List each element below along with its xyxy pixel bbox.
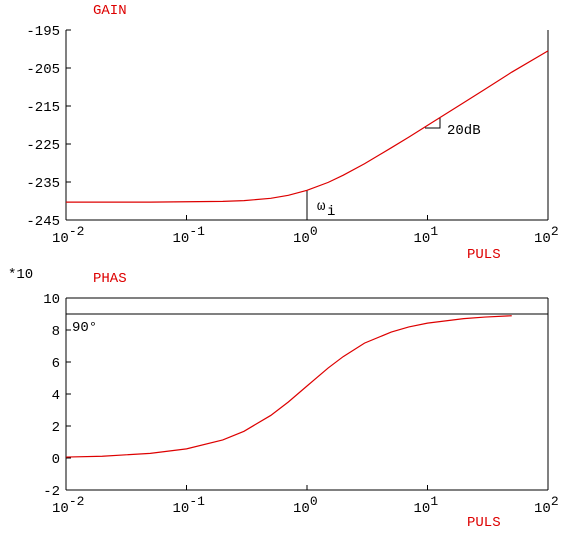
x-tick-label: 10-2 — [52, 494, 84, 517]
y-tick-label: -205 — [26, 62, 60, 78]
chart-title: GAIN — [93, 3, 127, 19]
curve — [65, 315, 512, 458]
marker-label: ω — [317, 199, 326, 215]
x-tick-label: 102 — [534, 494, 559, 517]
y-tick-label: 10 — [43, 292, 60, 308]
y-tick-label: 4 — [52, 388, 60, 404]
x-axis-label: PULS — [467, 247, 501, 263]
y-tick-label: -235 — [26, 176, 60, 192]
y-tick-label: -245 — [26, 214, 60, 230]
curve — [66, 50, 549, 203]
y-tick-label: 2 — [52, 420, 60, 436]
y-multiplier: *10 — [8, 267, 33, 283]
chart-title: PHAS — [93, 271, 127, 287]
y-tick-label: -2 — [43, 484, 60, 500]
marker-subscript: i — [327, 204, 335, 220]
y-tick-label: -225 — [26, 138, 60, 154]
x-tick-label: 10-1 — [173, 224, 206, 247]
x-tick-label: 10-2 — [52, 224, 84, 247]
y-tick-label: 6 — [52, 356, 60, 372]
y-tick-label: -215 — [26, 100, 60, 116]
x-axis-label: PULS — [467, 515, 501, 531]
y-tick-label: 0 — [52, 452, 60, 468]
x-tick-label: 10-1 — [173, 494, 206, 517]
y-tick-label: -195 — [26, 24, 60, 40]
x-tick-label: 101 — [414, 494, 439, 517]
slope-triangle — [425, 118, 441, 129]
x-tick-label: 100 — [293, 494, 318, 517]
y-tick-label: 8 — [52, 324, 60, 340]
x-tick-label: 101 — [414, 224, 439, 247]
reference-label: 90° — [72, 320, 97, 336]
slope-label: 20dB — [447, 123, 481, 139]
x-tick-label: 100 — [293, 224, 318, 247]
x-tick-label: 102 — [534, 224, 559, 247]
